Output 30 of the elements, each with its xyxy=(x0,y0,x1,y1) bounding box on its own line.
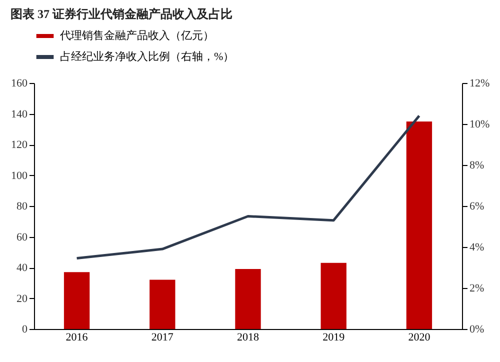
x-tick-label: 2020 xyxy=(408,332,431,344)
y-tick-label: 0 xyxy=(22,324,28,336)
y-tick-label: 60 xyxy=(16,231,28,244)
x-tick-label: 2017 xyxy=(151,332,174,344)
y2-tick-label: 6% xyxy=(470,200,484,212)
legend-label: 代理销售金融产品收入（亿元） xyxy=(59,29,214,42)
y-tick-label: 160 xyxy=(11,78,28,90)
y-tick-label: 140 xyxy=(11,108,28,120)
y2-tick-label: 2% xyxy=(470,282,484,294)
y2-tick-label: 10% xyxy=(470,118,490,130)
y-tick-label: 80 xyxy=(16,200,28,212)
x-tick-label: 2019 xyxy=(322,332,346,344)
legend-label: 占经纪业务净收入比例（右轴，%） xyxy=(60,50,234,63)
y2-tick-label: 4% xyxy=(470,242,484,254)
y2-tick-label: 0% xyxy=(470,324,484,336)
y-tick-label: 100 xyxy=(11,170,28,182)
y-tick-label: 120 xyxy=(11,139,28,151)
bar xyxy=(235,269,261,329)
bar xyxy=(406,121,432,329)
line-series xyxy=(76,114,420,260)
chart-title: 图表 37 证券行业代销金融产品收入及占比 xyxy=(10,7,232,21)
y2-tick-label: 8% xyxy=(470,160,484,172)
x-tick-label: 2018 xyxy=(237,332,260,344)
x-tick-label: 2016 xyxy=(66,332,88,344)
y2-tick-label: 12% xyxy=(470,78,490,90)
bar xyxy=(64,272,90,329)
bar xyxy=(150,280,176,329)
bar xyxy=(320,262,346,329)
y-tick-label: 40 xyxy=(16,262,28,274)
y-tick-label: 20 xyxy=(16,292,28,305)
